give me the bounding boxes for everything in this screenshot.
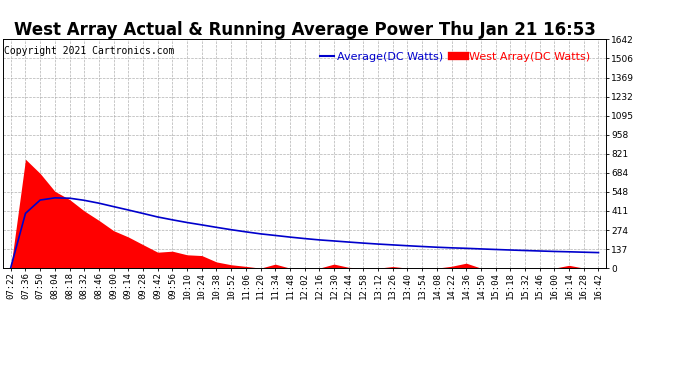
Text: Copyright 2021 Cartronics.com: Copyright 2021 Cartronics.com [4,46,175,56]
Legend: Average(DC Watts), West Array(DC Watts): Average(DC Watts), West Array(DC Watts) [316,47,594,66]
Title: West Array Actual & Running Average Power Thu Jan 21 16:53: West Array Actual & Running Average Powe… [14,21,595,39]
